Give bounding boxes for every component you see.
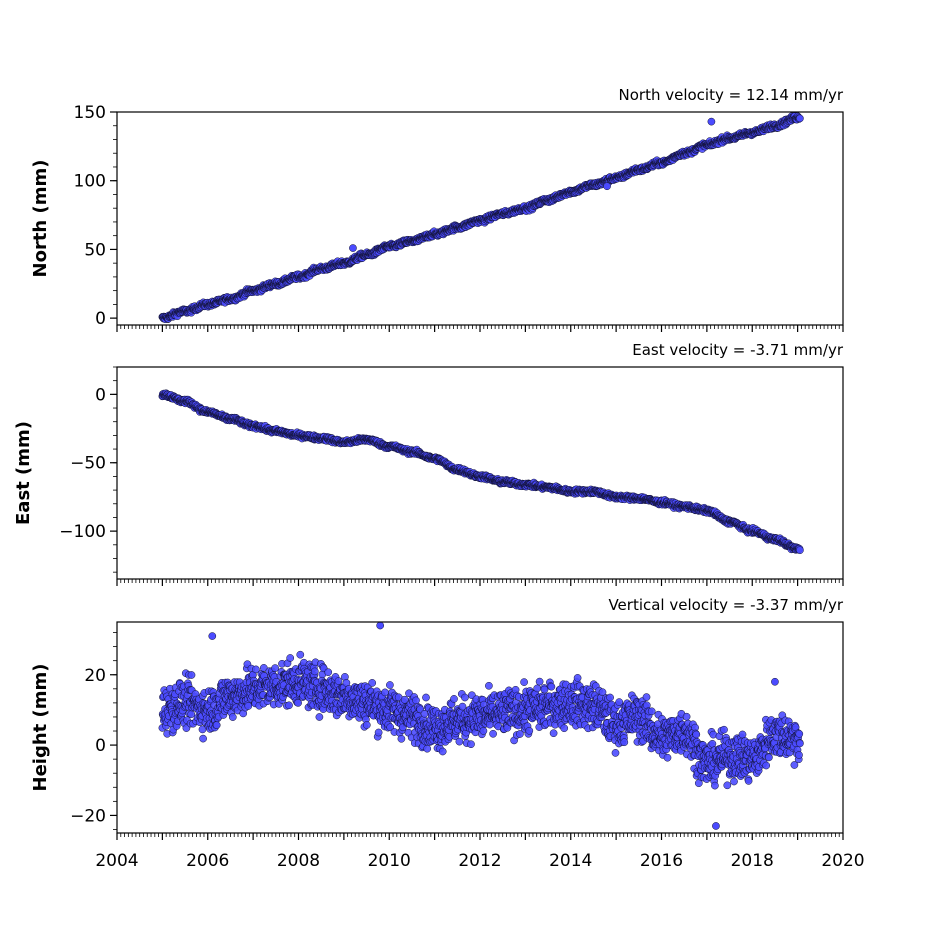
- data-point: [324, 668, 333, 677]
- data-point: [315, 713, 324, 721]
- y-tick-label: 0: [95, 309, 106, 329]
- outlier-point: [707, 117, 716, 126]
- data-point: [485, 681, 493, 690]
- data-point: [285, 701, 293, 710]
- data-point: [187, 710, 196, 719]
- y-tick-label: 0: [95, 385, 106, 405]
- outlier-point: [349, 244, 357, 252]
- data-point: [334, 677, 343, 685]
- panel-north: 0 50 100 150 North velocity = 12.14 mm/yr N…: [30, 86, 844, 332]
- data-point: [489, 729, 497, 738]
- data-point: [467, 740, 475, 749]
- height-points: [158, 621, 804, 830]
- data-point: [271, 664, 279, 672]
- data-point: [310, 667, 319, 676]
- north-points: [158, 112, 804, 324]
- data-point: [422, 693, 430, 702]
- panel-height: 200−20 2004 2006 2008 2010 2012 2014 2016 2018 2…: [30, 596, 865, 871]
- outlier-point: [603, 182, 611, 191]
- data-point: [412, 696, 420, 705]
- data-point: [286, 654, 295, 662]
- north-velocity-title: North velocity = 12.14 mm/yr: [619, 86, 844, 104]
- east-velocity-title: East velocity = -3.71 mm/yr: [632, 341, 844, 359]
- data-point: [228, 713, 237, 721]
- data-point: [455, 737, 464, 746]
- data-point: [212, 721, 221, 729]
- y-tick-label: −100: [59, 522, 106, 542]
- data-point: [423, 744, 432, 753]
- y-tick-label: 100: [74, 172, 106, 192]
- data-point: [450, 695, 458, 703]
- data-point: [368, 679, 377, 687]
- panel-east: 0 −50 −100 East velocity = -3.71 mm/yr Eas…: [13, 341, 844, 586]
- east-x-ticks: [116, 579, 844, 586]
- data-point: [294, 699, 302, 707]
- y-tick-label: 150: [74, 103, 106, 123]
- north-x-ticks: [116, 325, 844, 332]
- data-point: [479, 727, 488, 735]
- data-point: [397, 734, 406, 743]
- data-point: [386, 681, 394, 689]
- data-point: [187, 671, 196, 679]
- data-point: [244, 702, 253, 710]
- east-points: [158, 389, 804, 555]
- data-point: [374, 728, 383, 737]
- data-point: [796, 114, 804, 123]
- east-y-axis-label: East (mm): [13, 421, 34, 525]
- data-point: [796, 546, 804, 555]
- north-y-ticks: 0 50 100 150: [74, 103, 117, 329]
- data-point: [199, 734, 207, 743]
- data-point: [362, 721, 371, 729]
- north-y-axis-label: North (mm): [30, 160, 51, 278]
- data-point: [461, 693, 469, 702]
- y-tick-label: 50: [84, 240, 106, 260]
- data-point: [296, 650, 305, 659]
- data-point: [438, 747, 447, 756]
- y-tick-label: −50: [70, 454, 106, 474]
- east-y-ticks: 0 −50 −100: [59, 366, 117, 573]
